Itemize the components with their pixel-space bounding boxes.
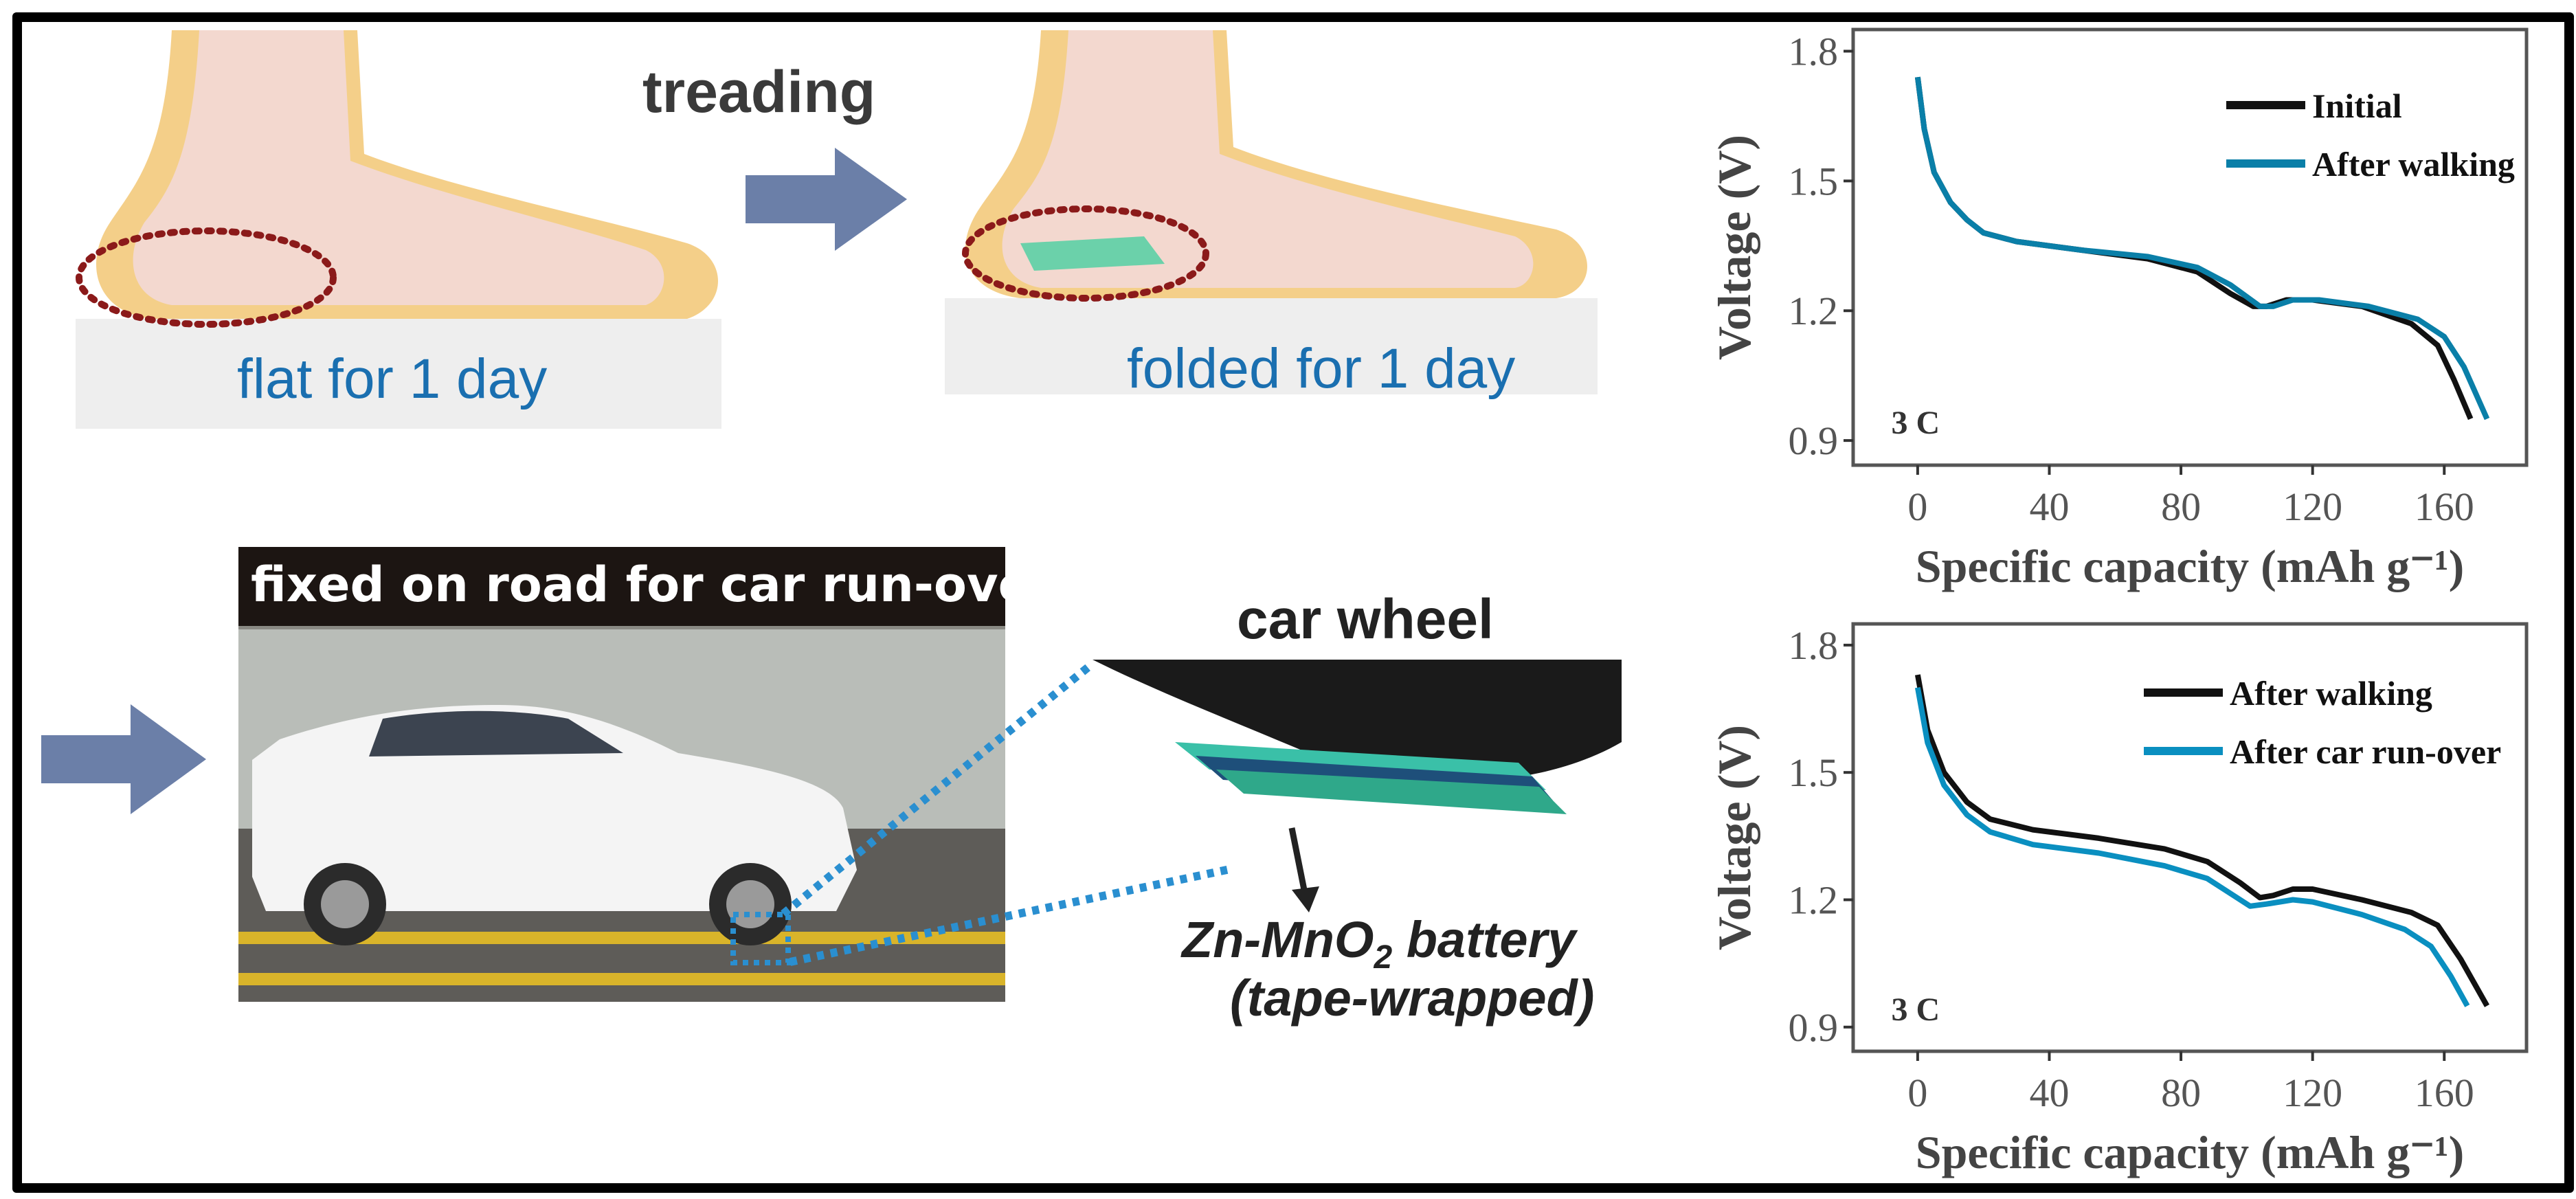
series-line-0	[1914, 674, 2489, 1007]
rate-annotation: 3 C	[1892, 991, 1940, 1028]
y-axis-label: Voltage (V)	[1708, 725, 1760, 950]
rate-annotation: 3 C	[1892, 405, 1940, 441]
x-tick-label: 160	[2415, 484, 2474, 529]
right-arrow-icon	[746, 148, 907, 251]
x-axis-label: Specific capacity (mAh g⁻¹)	[1916, 540, 2464, 592]
x-tick-label: 120	[2283, 484, 2342, 529]
x-tick-label: 40	[2029, 484, 2069, 529]
plot-area	[1851, 27, 2529, 467]
treading-label: treading	[642, 59, 876, 125]
highlight-circle	[962, 205, 1209, 302]
battery-label-line2: (tape-wrapped)	[1230, 970, 1595, 1027]
flat-label: flat for 1 day	[237, 348, 548, 410]
car-wheel-label: car wheel	[1237, 588, 1494, 651]
x-tick-label: 160	[2415, 1071, 2474, 1115]
x-tick-label: 40	[2029, 1071, 2069, 1115]
legend-label: After walking	[2230, 674, 2432, 713]
y-tick-label: 1.2	[1789, 877, 1839, 922]
x-axis-label: Specific capacity (mAh g⁻¹)	[1916, 1126, 2464, 1178]
x-tick-label: 80	[2161, 1071, 2201, 1115]
road-banner: fixed on road for car run-over	[251, 557, 1005, 613]
wheel-battery-illustration	[1093, 660, 1622, 814]
folded-label: folded for 1 day	[1127, 337, 1516, 400]
legend-label: After car run-over	[2230, 732, 2501, 771]
y-tick-label: 1.5	[1789, 159, 1839, 203]
y-tick-label: 0.9	[1789, 1005, 1839, 1050]
y-tick-label: 1.8	[1789, 623, 1839, 668]
y-tick-label: 1.8	[1789, 29, 1839, 74]
highlight-circle	[76, 227, 337, 328]
right-arrow-icon	[41, 704, 206, 814]
series-line-1	[1914, 76, 2490, 421]
foot-folded-illustration	[945, 30, 1598, 394]
battery-label-text: battery	[1392, 911, 1576, 968]
battery-label-subscript: 2	[1374, 939, 1393, 976]
x-tick-label: 80	[2161, 484, 2201, 529]
battery-label-line1: Zn-MnO2 battery	[1182, 910, 1576, 976]
x-tick-label: 0	[1907, 484, 1927, 529]
y-tick-label: 1.2	[1789, 289, 1839, 333]
down-arrow-icon	[1288, 827, 1319, 912]
x-tick-label: 120	[2283, 1071, 2342, 1115]
legend-label: After walking	[2312, 145, 2515, 183]
foot-flat-illustration	[76, 30, 721, 429]
x-tick-label: 0	[1907, 1071, 1927, 1115]
car-illustration	[252, 705, 857, 965]
legend-label: Initial	[2312, 87, 2402, 125]
y-tick-label: 0.9	[1789, 418, 1839, 463]
figure-frame	[12, 12, 2574, 1193]
series-line-1	[1914, 686, 2470, 1007]
y-tick-label: 1.5	[1789, 750, 1839, 795]
battery-label-text: Zn-MnO	[1182, 911, 1374, 968]
y-axis-label: Voltage (V)	[1708, 135, 1760, 360]
